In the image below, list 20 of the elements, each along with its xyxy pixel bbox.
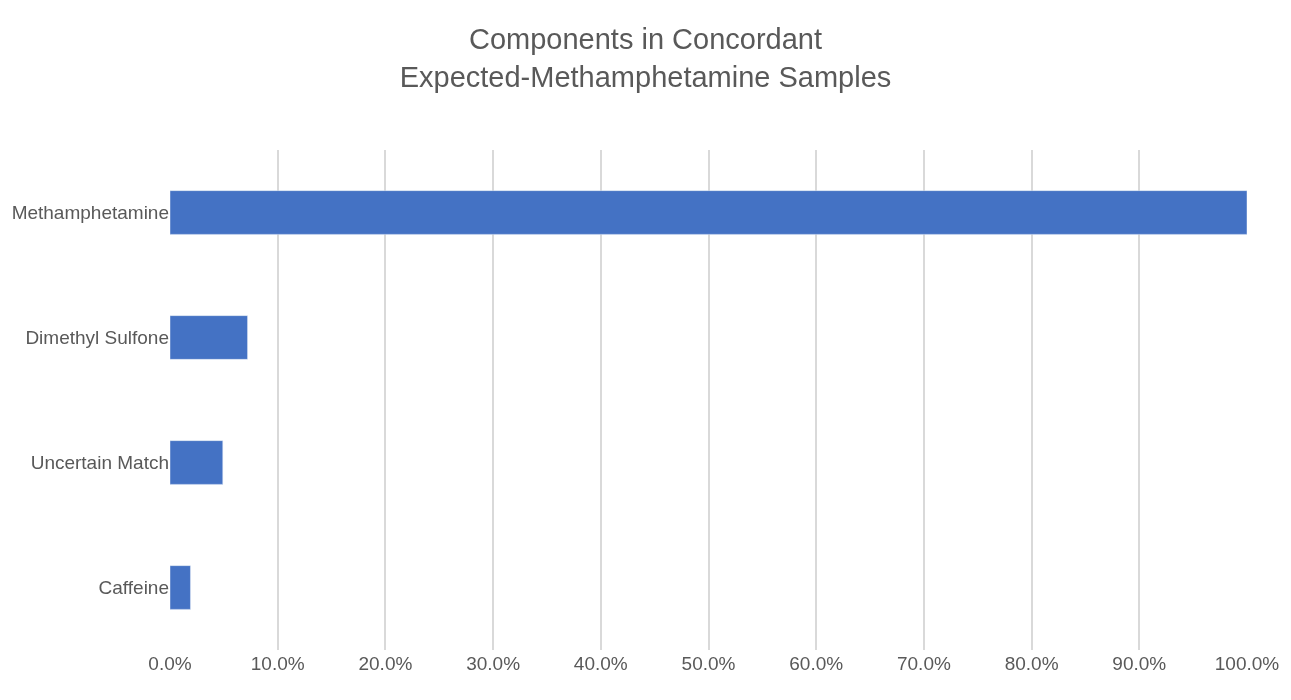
x-tick-label: 40.0% xyxy=(573,653,628,674)
x-tick-label: 70.0% xyxy=(896,653,951,674)
bar xyxy=(170,565,191,610)
x-tick-label: 50.0% xyxy=(681,653,736,674)
bar xyxy=(170,315,248,360)
x-tick-label: 0.0% xyxy=(148,653,192,674)
y-tick-label: Uncertain Match xyxy=(30,452,169,474)
x-tick-label: 60.0% xyxy=(789,653,844,674)
x-tick-label: 90.0% xyxy=(1112,653,1167,674)
x-tick-label: 30.0% xyxy=(466,653,521,674)
x-tick-label: 10.0% xyxy=(250,653,305,674)
x-tick-label: 100.0% xyxy=(1214,653,1280,674)
y-tick-label: Caffeine xyxy=(98,577,169,599)
bar xyxy=(170,190,1247,235)
x-tick-label: 20.0% xyxy=(358,653,413,674)
chart-title: Components in Concordant Expected-Methamphetamine Samples xyxy=(399,23,892,93)
x-tick-label: 80.0% xyxy=(1004,653,1059,674)
bar xyxy=(170,440,224,485)
y-tick-label: Methamphetamine xyxy=(11,202,169,224)
y-tick-label: Dimethyl Sulfone xyxy=(25,327,169,349)
